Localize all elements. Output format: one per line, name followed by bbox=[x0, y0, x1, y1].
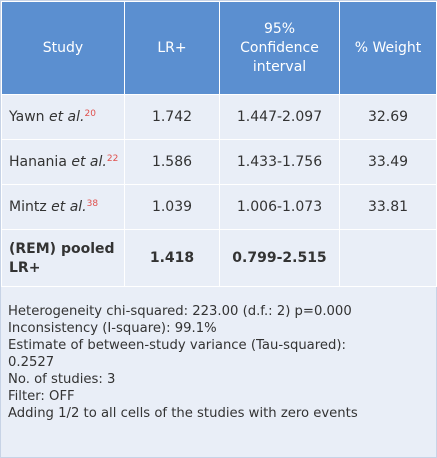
filter-note: Filter: OFF bbox=[8, 389, 75, 404]
pooled-label-line1: (REM) pooled bbox=[9, 241, 115, 257]
header-ci-line2: Confidence bbox=[240, 39, 319, 56]
pooled-label-line2: LR+ bbox=[9, 260, 41, 276]
pooled-lr-cell: 1.418 bbox=[124, 229, 220, 287]
pooled-row: (REM) pooled LR+ 1.418 0.799-2.515 bbox=[1, 229, 437, 287]
study-etal: et al. bbox=[71, 154, 107, 170]
lr-cell: 1.039 bbox=[124, 184, 220, 230]
reference-number[interactable]: 22 bbox=[106, 154, 119, 164]
study-author: Hanania bbox=[9, 154, 67, 170]
reference-number[interactable]: 38 bbox=[86, 199, 99, 209]
table-row: Yawn et al.20 1.742 1.447-2.097 32.69 bbox=[1, 94, 437, 140]
ci-cell: 1.433-1.756 bbox=[219, 139, 340, 185]
inconsistency-note: Inconsistency (I-square): 99.1% bbox=[8, 321, 217, 336]
ci-cell: 1.447-2.097 bbox=[219, 94, 340, 140]
pooled-ci-cell: 0.799-2.515 bbox=[219, 229, 340, 287]
study-etal: et al. bbox=[48, 109, 85, 125]
pooled-weight-cell bbox=[339, 229, 437, 287]
study-cell: Mintz et al.38 bbox=[1, 184, 125, 230]
header-lr: LR+ bbox=[124, 1, 220, 95]
pooled-label-cell: (REM) pooled LR+ bbox=[1, 229, 125, 287]
header-study: Study bbox=[1, 1, 125, 95]
header-ci-line1: 95% bbox=[263, 20, 296, 37]
statistics-notes: Heterogeneity chi-squared: 223.00 (d.f.:… bbox=[1, 287, 436, 422]
study-cell: Hanania et al.22 bbox=[1, 139, 125, 185]
weight-cell: 33.49 bbox=[339, 139, 437, 185]
studies-count-note: No. of studies: 3 bbox=[8, 372, 116, 387]
ci-cell: 1.006-1.073 bbox=[219, 184, 340, 230]
table-row: Mintz et al.38 1.039 1.006-1.073 33.81 bbox=[1, 184, 437, 230]
lr-cell: 1.742 bbox=[124, 94, 220, 140]
study-cell: Yawn et al.20 bbox=[1, 94, 125, 140]
zero-events-note: Adding 1/2 to all cells of the studies w… bbox=[8, 406, 358, 421]
heterogeneity-note: Heterogeneity chi-squared: 223.00 (d.f.:… bbox=[8, 304, 352, 319]
weight-cell: 32.69 bbox=[339, 94, 437, 140]
weight-cell: 33.81 bbox=[339, 184, 437, 230]
header-weight: % Weight bbox=[339, 1, 437, 95]
tau-squared-note: Estimate of between-study variance (Tau-… bbox=[8, 338, 346, 353]
study-author: Yawn bbox=[9, 109, 45, 125]
header-ci-line3: interval bbox=[252, 58, 307, 75]
header-confidence-interval: 95% Confidence interval bbox=[219, 1, 340, 95]
reference-number[interactable]: 20 bbox=[84, 109, 96, 119]
study-etal: et al. bbox=[51, 199, 87, 215]
header-row: Study LR+ 95% Confidence interval % Weig… bbox=[1, 1, 437, 95]
study-author: Mintz bbox=[9, 199, 47, 215]
tau-squared-value: 0.2527 bbox=[8, 355, 55, 370]
table-row: Hanania et al.22 1.586 1.433-1.756 33.49 bbox=[1, 139, 437, 185]
lr-cell: 1.586 bbox=[124, 139, 220, 185]
lr-results-table: Study LR+ 95% Confidence interval % Weig… bbox=[1, 1, 437, 287]
